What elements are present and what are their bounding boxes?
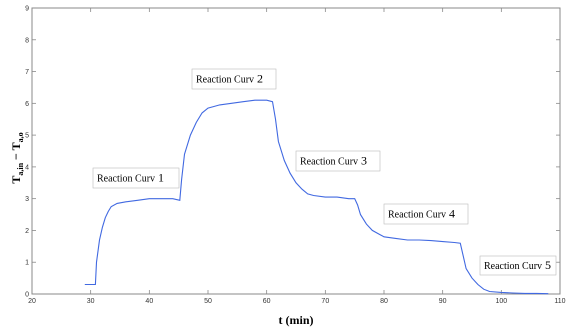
annotation-label-text: Reaction Curv — [484, 261, 542, 272]
y-axis-ticks: 0 1 2 3 4 5 6 7 8 9 — [25, 6, 560, 299]
annotation-label-number: 5 — [545, 258, 551, 272]
annotation-box — [92, 167, 180, 189]
annotation-reaction-curve-5: Reaction Curv 5 — [479, 255, 557, 276]
x-axis-ticks: 20 30 40 50 60 70 80 90 100 110 — [28, 8, 566, 305]
x-tick-label: 40 — [145, 298, 153, 305]
annotation-label-number: 4 — [449, 207, 455, 221]
annotation-box — [295, 150, 381, 172]
annotation-box — [479, 255, 557, 276]
x-tick-label: 50 — [204, 298, 212, 305]
y-tick-label: 2 — [25, 228, 29, 235]
annotation-label-text: Reaction Curv — [300, 157, 358, 168]
annotation-label-number: 2 — [257, 72, 263, 86]
y-tick-label: 8 — [25, 37, 29, 44]
y-tick-label: 5 — [25, 133, 29, 140]
annotation-label-text: Reaction Curv — [388, 210, 446, 221]
annotation-reaction-curve-4: Reaction Curv 4 — [383, 203, 469, 225]
annotation-label-number: 1 — [158, 171, 164, 185]
x-axis-title: t (min) — [279, 313, 314, 327]
y-tick-label: 9 — [25, 6, 29, 13]
y-tick-label: 1 — [25, 260, 29, 267]
y-axis-title: Ta,in − Ta,o — [9, 132, 25, 183]
series-line — [84, 99, 549, 295]
annotation-label: Reaction Curv 3 — [300, 154, 367, 168]
annotation-label-number: 3 — [361, 154, 367, 168]
y-tick-label: 6 — [25, 101, 29, 108]
annotation-reaction-curve-1: Reaction Curv 1 — [92, 167, 180, 189]
x-tick-label: 80 — [380, 298, 388, 305]
y-tick-label: 0 — [25, 292, 29, 299]
y-tick-label: 7 — [25, 69, 29, 76]
x-tick-label: 70 — [321, 298, 329, 305]
annotation-label-text: Reaction Curv — [97, 174, 155, 185]
annotation-label: Reaction Curv 5 — [484, 258, 551, 272]
annotation-label: Reaction Curv 2 — [196, 72, 263, 86]
x-tick-label: 60 — [263, 298, 271, 305]
annotation-reaction-curve-2: Reaction Curv 2 — [191, 68, 277, 90]
annotation-label: Reaction Curv 4 — [388, 207, 455, 221]
x-tick-label: 90 — [439, 298, 447, 305]
x-tick-label: 110 — [554, 298, 565, 305]
x-tick-label: 30 — [87, 298, 95, 305]
y-tick-label: 4 — [25, 164, 29, 171]
annotation-box — [383, 203, 469, 225]
annotation-box — [191, 68, 277, 90]
annotation-label: Reaction Curv 1 — [97, 171, 164, 185]
y-tick-label: 3 — [25, 196, 29, 203]
x-tick-label: 20 — [28, 298, 36, 305]
x-tick-label: 100 — [495, 298, 507, 305]
annotation-label-text: Reaction Curv — [196, 75, 254, 86]
annotation-reaction-curve-3: Reaction Curv 3 — [295, 150, 381, 172]
